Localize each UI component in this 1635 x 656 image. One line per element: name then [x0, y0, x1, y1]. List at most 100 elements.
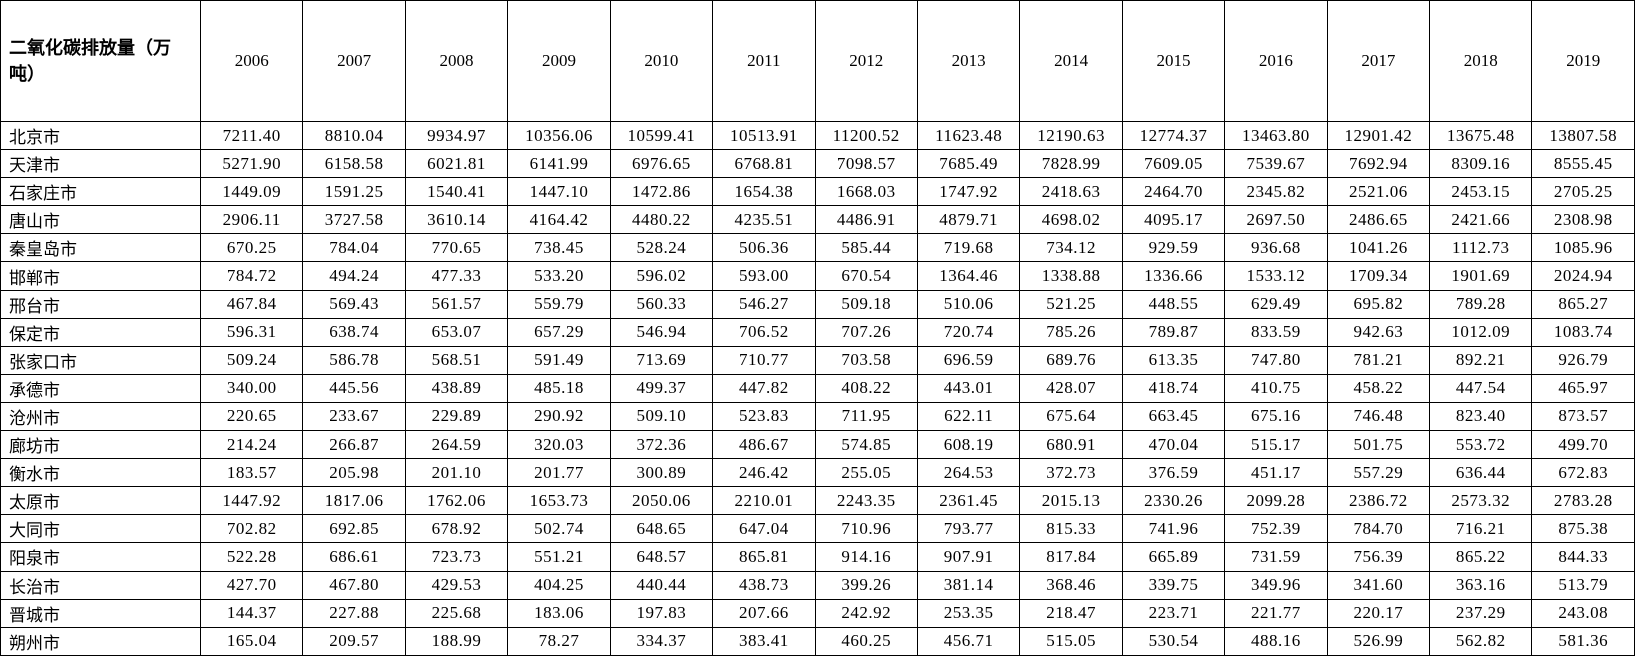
- year-header-2018: 2018: [1429, 0, 1533, 122]
- emission-value-cell: 2573.32: [1429, 486, 1533, 516]
- emission-value-cell: 12901.42: [1326, 120, 1431, 151]
- emission-value-cell: 438.89: [404, 373, 509, 403]
- emission-value-cell: 410.75: [1224, 373, 1328, 403]
- emission-value-cell: 4164.42: [507, 205, 611, 235]
- city-name-cell: 承德市: [0, 373, 201, 403]
- emission-value-cell: 1591.25: [302, 177, 406, 207]
- emission-value-cell: 8309.16: [1429, 149, 1533, 179]
- emission-value-cell: 926.79: [1531, 345, 1635, 375]
- emission-value-cell: 10599.41: [609, 120, 714, 151]
- emission-value-cell: 672.83: [1531, 458, 1635, 488]
- emission-value-cell: 339.75: [1121, 570, 1226, 600]
- emission-value-cell: 5271.90: [199, 149, 304, 179]
- table-row: 阳泉市 522.28 686.61 723.73 551.21 648.57 865.81 9…: [0, 542, 1635, 572]
- emission-value-cell: 368.46: [1019, 570, 1123, 600]
- emission-value-cell: 670.54: [814, 261, 918, 291]
- emission-value-cell: 221.77: [1224, 598, 1328, 628]
- emission-value-cell: 451.17: [1224, 458, 1328, 488]
- emission-value-cell: 237.29: [1429, 598, 1533, 628]
- emission-value-cell: 4698.02: [1019, 205, 1123, 235]
- city-name-cell: 石家庄市: [0, 177, 201, 207]
- emission-value-cell: 78.27: [507, 626, 611, 656]
- emission-value-cell: 3610.14: [404, 205, 509, 235]
- emission-value-cell: 6158.58: [302, 149, 406, 179]
- emission-value-cell: 13675.48: [1429, 120, 1533, 151]
- emission-value-cell: 581.36: [1531, 626, 1635, 656]
- table-row: 北京市 7211.40 8810.04 9934.97 10356.06 10599.41…: [0, 120, 1635, 151]
- emission-value-cell: 8555.45: [1531, 149, 1635, 179]
- emission-value-cell: 515.05: [1019, 626, 1123, 656]
- emission-value-cell: 205.98: [302, 458, 406, 488]
- city-name-cell: 晋城市: [0, 598, 201, 628]
- city-name-cell: 长治市: [0, 570, 201, 600]
- emission-value-cell: 509.10: [609, 401, 714, 432]
- emission-value-cell: 372.36: [609, 430, 714, 460]
- emission-value-cell: 10513.91: [712, 120, 816, 151]
- emission-value-cell: 427.70: [199, 570, 304, 600]
- emission-value-cell: 629.49: [1224, 289, 1328, 319]
- city-name-cell: 廊坊市: [0, 430, 201, 460]
- year-header-2006: 2006: [199, 0, 304, 122]
- table-row: 沧州市 220.65 233.67 229.89 290.92 509.10 523.83 7…: [0, 401, 1635, 432]
- emission-value-cell: 2906.11: [199, 205, 304, 235]
- emission-value-cell: 510.06: [916, 289, 1021, 319]
- emission-value-cell: 220.17: [1326, 598, 1431, 628]
- emission-value-cell: 465.97: [1531, 373, 1635, 403]
- emission-value-cell: 2024.94: [1531, 261, 1635, 291]
- emission-value-cell: 2330.26: [1121, 486, 1226, 516]
- emission-value-cell: 183.57: [199, 458, 304, 488]
- emission-value-cell: 2386.72: [1326, 486, 1431, 516]
- emission-value-cell: 456.71: [916, 626, 1021, 656]
- emission-value-cell: 509.24: [199, 345, 304, 375]
- emission-value-cell: 865.81: [712, 542, 816, 572]
- emission-value-cell: 1012.09: [1429, 317, 1533, 347]
- emission-value-cell: 546.94: [609, 317, 714, 347]
- emission-value-cell: 844.33: [1531, 542, 1635, 572]
- year-header-2013: 2013: [916, 0, 1021, 122]
- emission-value-cell: 702.82: [199, 514, 304, 544]
- emission-value-cell: 2521.06: [1326, 177, 1431, 207]
- emission-value-cell: 1447.10: [507, 177, 611, 207]
- emission-value-cell: 833.59: [1224, 317, 1328, 347]
- emission-value-cell: 1540.41: [404, 177, 509, 207]
- emission-value-cell: 711.95: [814, 401, 918, 432]
- emission-value-cell: 10356.06: [507, 120, 611, 151]
- emission-value-cell: 622.11: [916, 401, 1021, 432]
- emission-value-cell: 440.44: [609, 570, 714, 600]
- year-header-2019: 2019: [1531, 0, 1635, 122]
- emission-value-cell: 1668.03: [814, 177, 918, 207]
- emission-value-cell: 689.76: [1019, 345, 1123, 375]
- emission-value-cell: 653.07: [404, 317, 509, 347]
- emission-value-cell: 1447.92: [199, 486, 304, 516]
- emission-value-cell: 817.84: [1019, 542, 1123, 572]
- table-row: 天津市 5271.90 6158.58 6021.81 6141.99 6976.65 67…: [0, 149, 1635, 179]
- table-row: 晋城市 144.37 227.88 225.68 183.06 197.83 207.66 2…: [0, 598, 1635, 628]
- emission-value-cell: 746.48: [1326, 401, 1431, 432]
- emission-value-cell: 165.04: [199, 626, 304, 656]
- table-row: 衡水市 183.57 205.98 201.10 201.77 300.89 246.42 2…: [0, 458, 1635, 488]
- emission-value-cell: 719.68: [916, 233, 1021, 263]
- emission-value-cell: 506.36: [712, 233, 816, 263]
- emission-value-cell: 7692.94: [1326, 149, 1431, 179]
- emission-value-cell: 692.85: [302, 514, 406, 544]
- emission-value-cell: 2210.01: [712, 486, 816, 516]
- emission-value-cell: 557.29: [1326, 458, 1431, 488]
- emission-value-cell: 227.88: [302, 598, 406, 628]
- emission-value-cell: 2705.25: [1531, 177, 1635, 207]
- emission-value-cell: 823.40: [1429, 401, 1533, 432]
- emission-value-cell: 513.79: [1531, 570, 1635, 600]
- emission-value-cell: 12774.37: [1121, 120, 1226, 151]
- emission-value-cell: 2464.70: [1121, 177, 1226, 207]
- emission-value-cell: 568.51: [404, 345, 509, 375]
- emission-value-cell: 233.67: [302, 401, 406, 432]
- emission-value-cell: 144.37: [199, 598, 304, 628]
- emission-value-cell: 341.60: [1326, 570, 1431, 600]
- table-header: 二氧化碳排放量（万吨） 2006 2007 2008 2009 2010 2011 2012…: [0, 0, 1635, 122]
- emission-value-cell: 591.49: [507, 345, 611, 375]
- emission-value-cell: 502.74: [507, 514, 611, 544]
- emission-value-cell: 2697.50: [1224, 205, 1328, 235]
- emission-value-cell: 242.92: [814, 598, 918, 628]
- emission-value-cell: 2015.13: [1019, 486, 1123, 516]
- emission-value-cell: 6141.99: [507, 149, 611, 179]
